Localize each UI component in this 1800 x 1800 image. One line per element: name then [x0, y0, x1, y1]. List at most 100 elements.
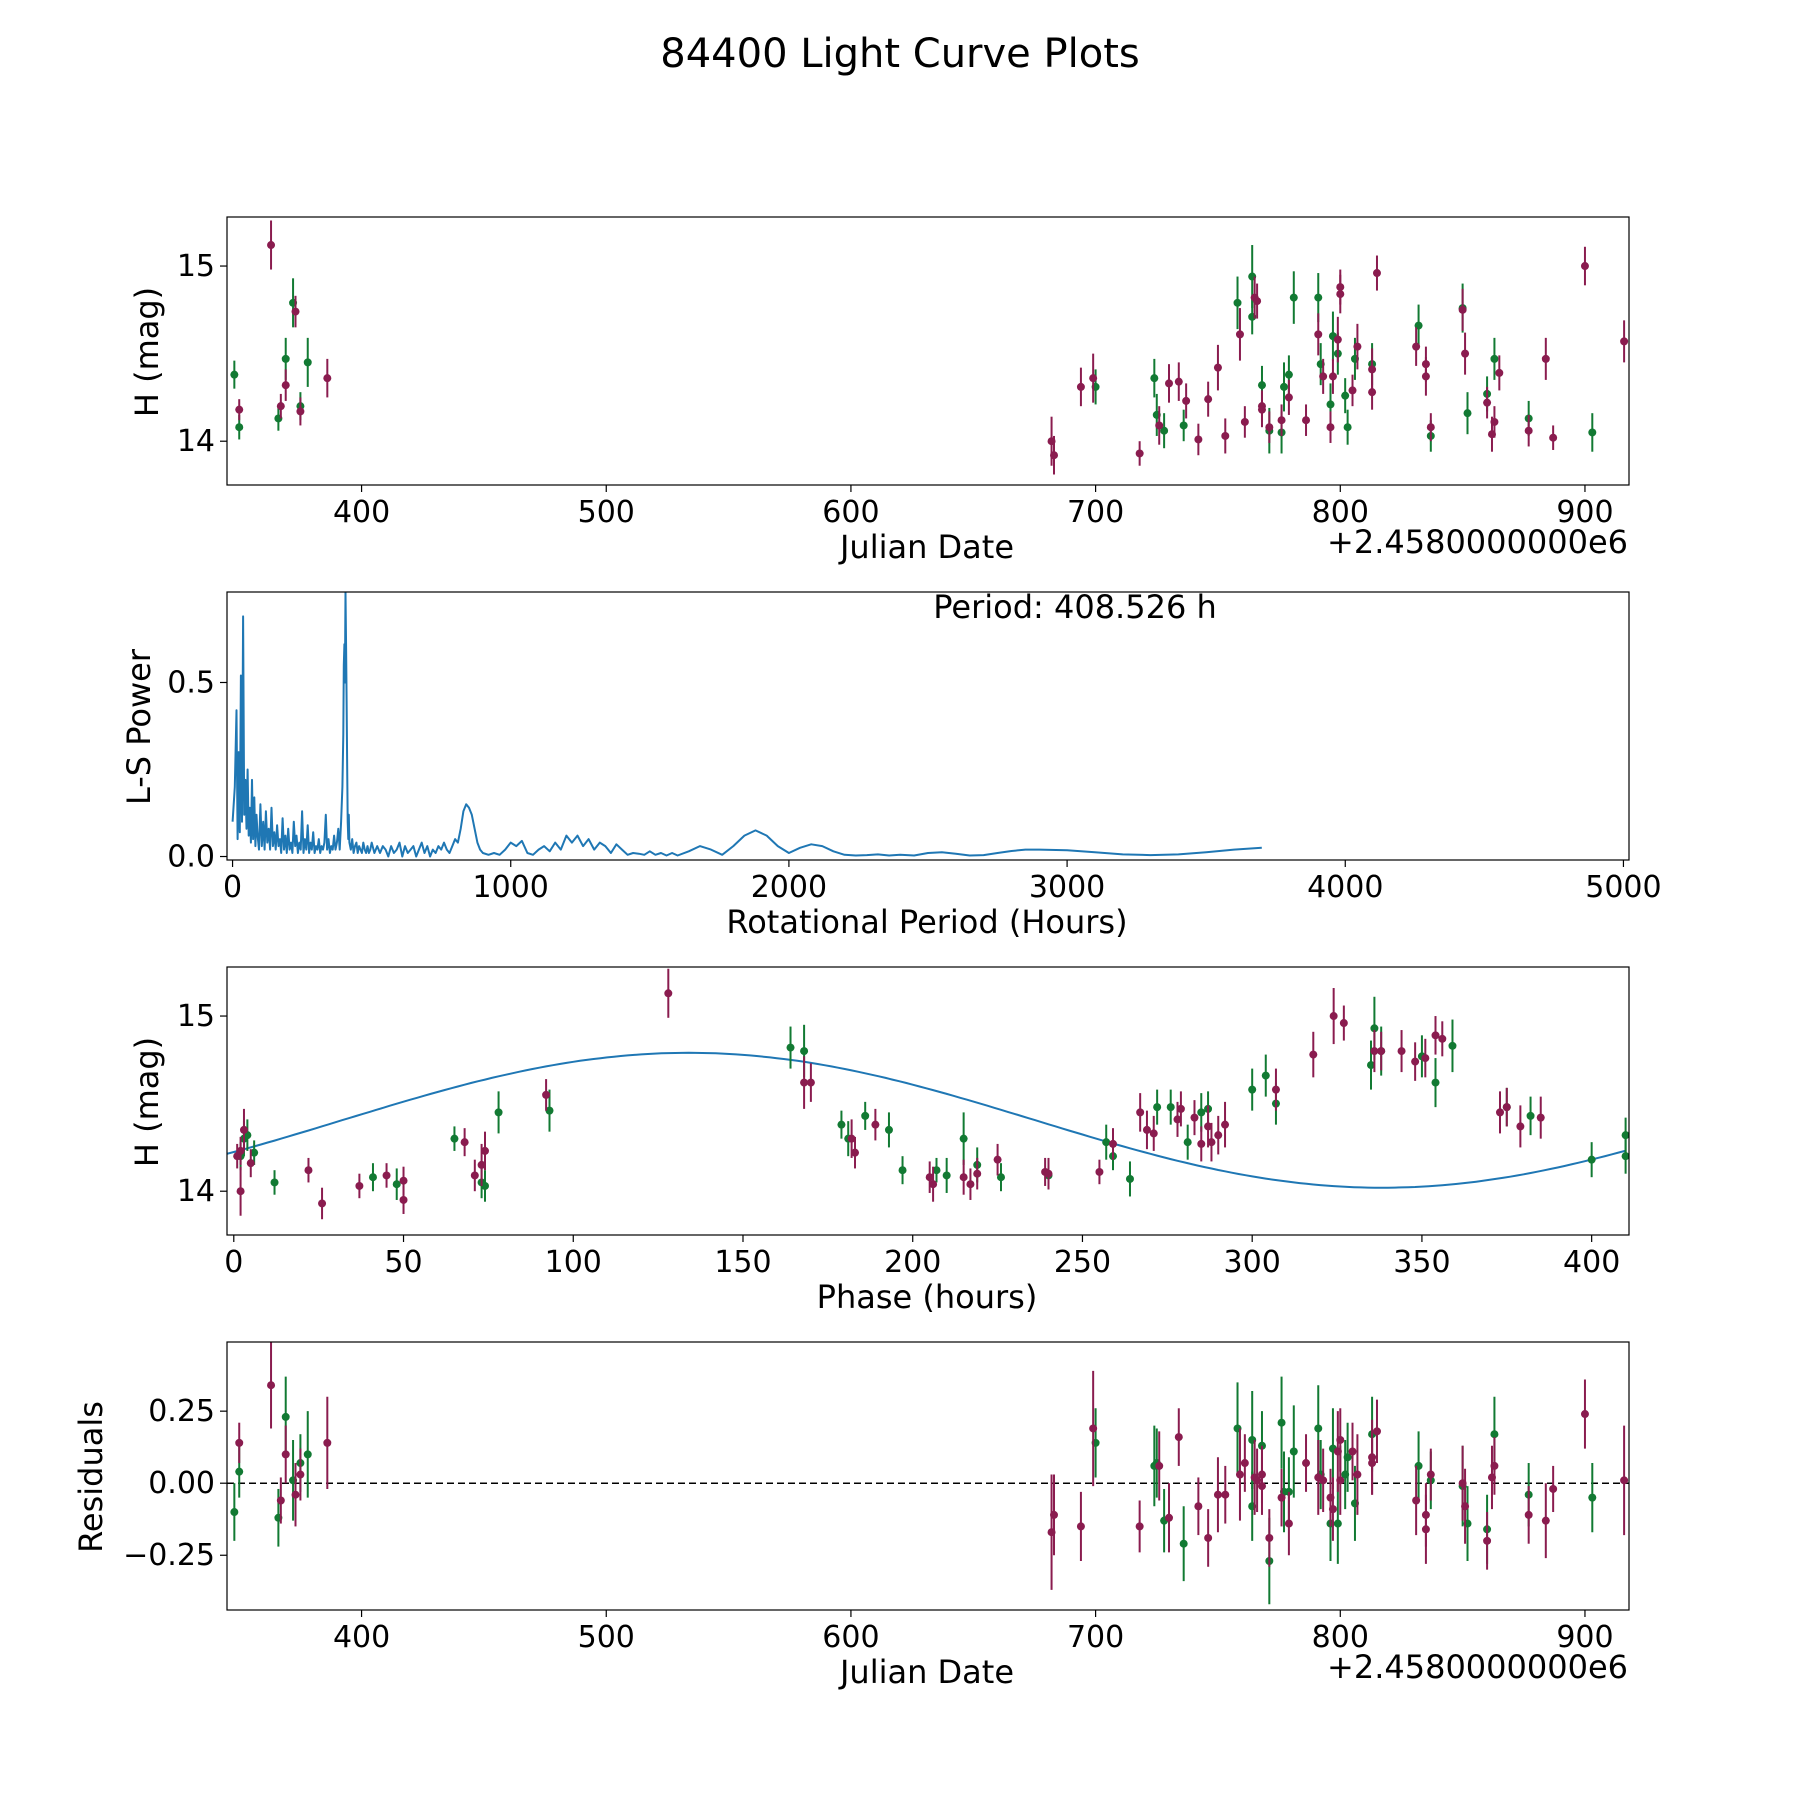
data-point [236, 1146, 245, 1155]
data-point [1319, 372, 1328, 381]
data-point [1136, 1108, 1145, 1117]
data-point [1173, 1115, 1182, 1124]
residuals-series-o [235, 1342, 1629, 1590]
phased-xlabel: Phase (hours) [817, 1278, 1038, 1316]
phased-series-o [233, 968, 1545, 1220]
data-point [1265, 423, 1274, 432]
residuals-xtick-label: 400 [333, 1620, 390, 1655]
timeseries-panel: +2.4580000000e6 Julian Date H (mag) 400 5… [128, 216, 1630, 566]
data-point [477, 1160, 486, 1169]
data-point [1343, 423, 1352, 432]
data-point [1265, 1533, 1274, 1542]
data-point [1284, 1519, 1293, 1528]
phased-xtick-label: 350 [1393, 1245, 1450, 1280]
data-point [1044, 1169, 1053, 1178]
data-point [925, 1173, 934, 1182]
periodogram-plot-area [231, 592, 1262, 858]
data-point [323, 1438, 332, 1447]
data-point [1580, 262, 1589, 271]
data-point [1411, 1057, 1420, 1066]
data-point [932, 1166, 941, 1175]
data-point [1261, 1071, 1270, 1080]
data-point [1421, 1054, 1430, 1063]
data-point [1326, 400, 1335, 409]
data-point [1333, 335, 1342, 344]
data-point [1076, 1522, 1085, 1531]
data-point [392, 1180, 401, 1189]
data-point [291, 1490, 300, 1499]
data-point [1277, 416, 1286, 425]
data-point [1277, 1418, 1286, 1427]
data-point [1377, 1047, 1386, 1056]
data-point [235, 423, 244, 432]
phased-model-curve [227, 1051, 1626, 1189]
data-point [480, 1146, 489, 1155]
data-point [973, 1169, 982, 1178]
data-point [1284, 393, 1293, 402]
data-point [996, 1173, 1005, 1182]
data-point [1412, 342, 1421, 351]
data-point [291, 307, 300, 316]
data-point [1549, 1484, 1558, 1493]
data-point [1526, 1111, 1535, 1120]
data-point [1233, 298, 1242, 307]
data-point [664, 989, 673, 998]
data-point [1353, 1470, 1362, 1479]
data-point [1280, 382, 1289, 391]
data-point [1431, 1031, 1440, 1040]
data-point [1348, 1447, 1357, 1456]
data-point [542, 1090, 551, 1099]
periodogram-xtick-label: 1000 [473, 870, 549, 905]
data-point [1343, 1453, 1352, 1462]
data-point [800, 1047, 809, 1056]
periodogram-ytick-label: 0.0 [167, 840, 215, 875]
phased-ytick-label: 14 [177, 1174, 215, 1209]
data-point [1076, 382, 1085, 391]
data-point [1348, 386, 1357, 395]
data-point [281, 381, 290, 390]
data-point [239, 1125, 248, 1134]
data-point [1089, 374, 1098, 383]
periodogram-xtick-label: 4000 [1307, 870, 1383, 905]
data-point [959, 1134, 968, 1143]
data-point [806, 1078, 815, 1087]
timeseries-offset-text: +2.4580000000e6 [1327, 523, 1628, 561]
data-point [1458, 305, 1467, 314]
data-point [318, 1199, 327, 1208]
data-point [1341, 391, 1350, 400]
residuals-xlabel: Julian Date [838, 1653, 1014, 1691]
residuals-ytick-label: 0.00 [148, 1466, 215, 1501]
data-point [1372, 1427, 1381, 1436]
data-point [1314, 1424, 1323, 1433]
data-point [993, 1155, 1002, 1164]
data-point [281, 354, 290, 363]
data-point [382, 1171, 391, 1180]
residuals-xtick-label: 700 [1067, 1620, 1124, 1655]
data-point [1588, 428, 1597, 437]
data-point [1095, 1167, 1104, 1176]
data-point [1135, 449, 1144, 458]
residuals-ytick-label: −0.25 [123, 1538, 215, 1573]
data-point [296, 407, 305, 416]
data-point [1421, 372, 1430, 381]
data-point [281, 1450, 290, 1459]
timeseries-ytick-label: 15 [177, 249, 215, 284]
data-point [1621, 1152, 1629, 1161]
residuals-ylabel: Residuals [72, 1401, 110, 1553]
data-point [1368, 388, 1377, 397]
data-point [1153, 1103, 1162, 1112]
data-point [1490, 1430, 1499, 1439]
data-point [1329, 1012, 1338, 1021]
data-point [1248, 1085, 1257, 1094]
data-point [1397, 1047, 1406, 1056]
data-point [1102, 1138, 1111, 1147]
data-point [1426, 1470, 1435, 1479]
data-point [1204, 1122, 1213, 1131]
timeseries-xlabel: Julian Date [838, 528, 1014, 566]
data-point [1319, 1476, 1328, 1485]
data-point [1333, 1519, 1342, 1528]
data-point [837, 1120, 846, 1129]
data-point [355, 1181, 364, 1190]
data-point [1142, 1125, 1151, 1134]
